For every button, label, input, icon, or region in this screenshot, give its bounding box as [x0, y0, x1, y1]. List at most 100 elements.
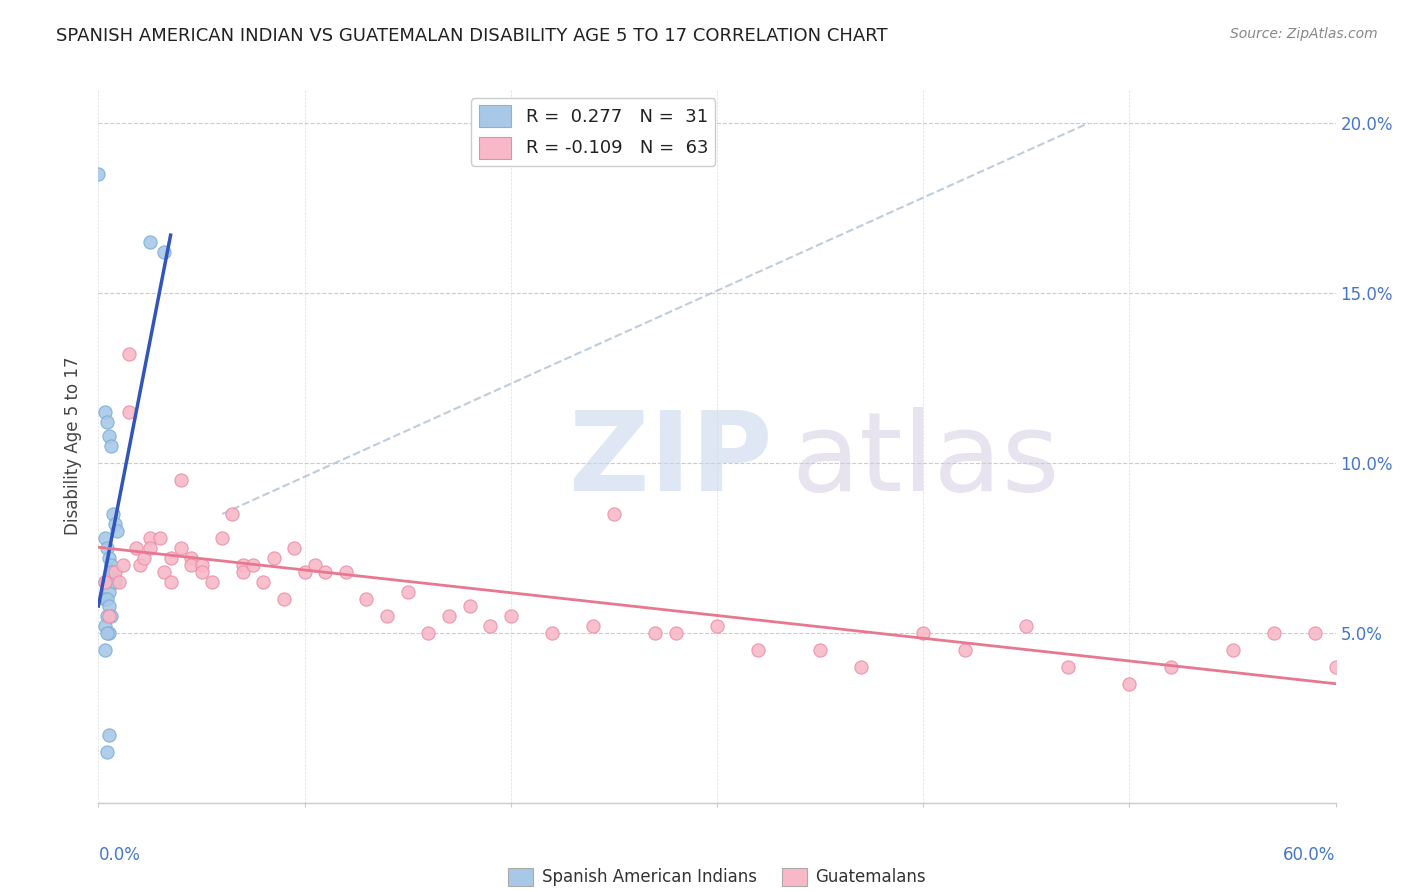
- Point: [93, 574, 115, 589]
- Point: [128, 558, 150, 572]
- Point: [232, 558, 254, 572]
- Text: atlas: atlas: [792, 407, 1060, 514]
- Point: [211, 531, 233, 545]
- Point: [100, 608, 122, 623]
- Point: [499, 608, 522, 623]
- Point: [87, 167, 110, 181]
- Point: [665, 626, 688, 640]
- Point: [304, 558, 326, 572]
- Point: [139, 541, 162, 555]
- Point: [437, 608, 460, 623]
- Point: [124, 541, 146, 555]
- Point: [221, 507, 243, 521]
- Point: [418, 626, 440, 640]
- Point: [97, 728, 120, 742]
- Point: [953, 643, 976, 657]
- Point: [747, 643, 769, 657]
- Point: [170, 473, 193, 487]
- Point: [808, 643, 831, 657]
- Point: [112, 558, 135, 572]
- Point: [105, 524, 128, 538]
- Text: SPANISH AMERICAN INDIAN VS GUATEMALAN DISABILITY AGE 5 TO 17 CORRELATION CHART: SPANISH AMERICAN INDIAN VS GUATEMALAN DI…: [56, 27, 887, 45]
- Point: [375, 608, 398, 623]
- Point: [108, 574, 131, 589]
- Point: [396, 585, 419, 599]
- Point: [314, 565, 336, 579]
- Point: [180, 558, 202, 572]
- Point: [132, 551, 155, 566]
- Point: [252, 574, 274, 589]
- Legend: Spanish American Indians, Guatemalans: Spanish American Indians, Guatemalans: [502, 861, 932, 892]
- Point: [96, 574, 118, 589]
- Point: [97, 429, 120, 443]
- Point: [96, 591, 118, 606]
- Point: [139, 531, 162, 545]
- Point: [232, 565, 254, 579]
- Point: [104, 574, 127, 589]
- Point: [96, 745, 118, 759]
- Point: [1015, 619, 1038, 633]
- Point: [479, 619, 502, 633]
- Point: [273, 591, 295, 606]
- Point: [190, 558, 212, 572]
- Point: [706, 619, 728, 633]
- Point: [644, 626, 666, 640]
- Y-axis label: Disability Age 5 to 17: Disability Age 5 to 17: [65, 357, 83, 535]
- Point: [97, 608, 120, 623]
- Point: [582, 619, 605, 633]
- Text: Source: ZipAtlas.com: Source: ZipAtlas.com: [1230, 27, 1378, 41]
- Point: [541, 626, 564, 640]
- Point: [603, 507, 626, 521]
- Point: [242, 558, 264, 572]
- Point: [100, 558, 122, 572]
- Point: [139, 235, 162, 249]
- Text: 0.0%: 0.0%: [98, 846, 141, 863]
- Point: [263, 551, 285, 566]
- Point: [458, 599, 481, 613]
- Point: [190, 565, 212, 579]
- Text: 60.0%: 60.0%: [1284, 846, 1336, 863]
- Point: [97, 599, 120, 613]
- Point: [1056, 660, 1078, 674]
- Point: [159, 551, 181, 566]
- Point: [97, 551, 120, 566]
- Point: [93, 531, 115, 545]
- Point: [335, 565, 357, 579]
- Point: [170, 541, 193, 555]
- Point: [294, 565, 316, 579]
- Point: [101, 507, 124, 521]
- Point: [159, 574, 181, 589]
- Point: [101, 565, 124, 579]
- Point: [180, 551, 202, 566]
- Text: ZIP: ZIP: [568, 407, 772, 514]
- Point: [100, 439, 122, 453]
- Point: [96, 541, 118, 555]
- Point: [356, 591, 378, 606]
- Point: [96, 415, 118, 429]
- Point: [104, 565, 127, 579]
- Point: [93, 574, 115, 589]
- Point: [104, 517, 127, 532]
- Point: [153, 565, 176, 579]
- Point: [1263, 626, 1285, 640]
- Point: [1160, 660, 1182, 674]
- Point: [153, 245, 176, 260]
- Point: [96, 608, 118, 623]
- Point: [93, 619, 115, 633]
- Point: [97, 626, 120, 640]
- Point: [1303, 626, 1326, 640]
- Point: [1118, 677, 1140, 691]
- Point: [118, 347, 141, 361]
- Point: [1324, 660, 1347, 674]
- Point: [201, 574, 224, 589]
- Point: [96, 626, 118, 640]
- Point: [97, 585, 120, 599]
- Point: [93, 405, 115, 419]
- Point: [118, 405, 141, 419]
- Point: [93, 643, 115, 657]
- Point: [93, 591, 115, 606]
- Point: [149, 531, 172, 545]
- Point: [283, 541, 305, 555]
- Point: [1222, 643, 1244, 657]
- Point: [912, 626, 935, 640]
